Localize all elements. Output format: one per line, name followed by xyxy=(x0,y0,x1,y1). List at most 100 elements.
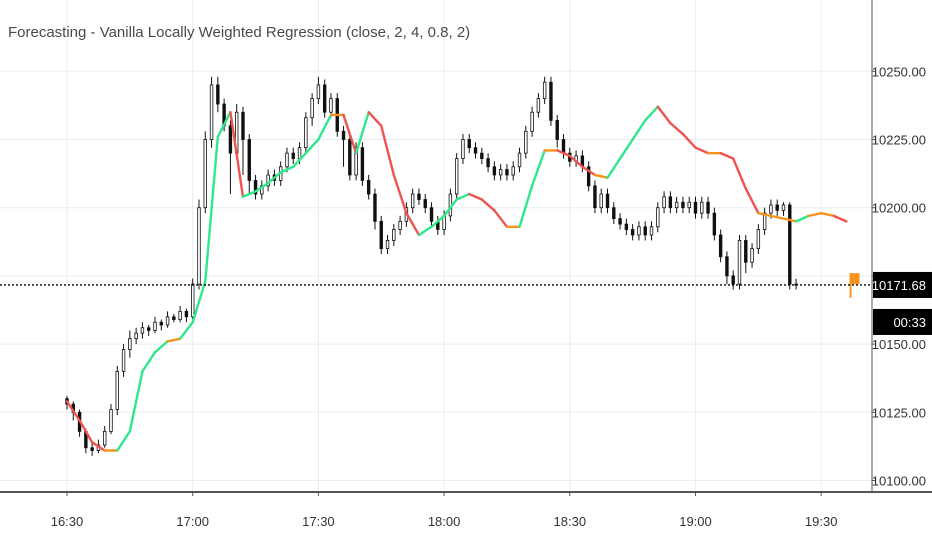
candle-body xyxy=(549,81,553,121)
candle-body xyxy=(203,139,207,209)
candle-body xyxy=(165,316,170,326)
time-tick-label: 16:30 xyxy=(51,514,84,529)
regression-segment xyxy=(455,192,471,201)
regression-segment xyxy=(405,211,421,237)
candles xyxy=(65,76,798,456)
candle-body xyxy=(630,229,635,236)
candle-body xyxy=(341,130,346,140)
regression-segment xyxy=(769,214,785,220)
grid xyxy=(0,0,872,492)
candle-body xyxy=(291,152,295,159)
candle-body xyxy=(555,120,559,140)
candle-body xyxy=(429,207,434,222)
candle-body xyxy=(605,193,610,209)
regression-segment xyxy=(568,154,584,168)
regression-segment xyxy=(392,173,408,215)
candle-body xyxy=(410,193,415,209)
price-tick-label: 10225.00 xyxy=(872,133,926,148)
candle-body xyxy=(297,147,302,159)
candle-body xyxy=(140,327,145,334)
candle-body xyxy=(348,139,352,176)
candle-body xyxy=(762,212,767,230)
regression-line xyxy=(65,105,860,452)
candle-body xyxy=(316,84,321,99)
regression-segment xyxy=(681,132,697,149)
candle-body xyxy=(216,84,220,105)
candle-body xyxy=(209,84,214,140)
candle-body xyxy=(586,166,591,187)
candle-body xyxy=(750,248,754,263)
time-tick-label: 18:30 xyxy=(554,514,587,529)
candle-body xyxy=(775,204,779,211)
candle-body xyxy=(304,117,308,149)
regression-segment xyxy=(65,400,81,422)
regression-segment xyxy=(644,105,659,122)
regression-segment xyxy=(380,124,396,177)
regression-segment xyxy=(178,321,194,340)
candle-body xyxy=(593,185,597,209)
candle-body xyxy=(731,275,735,285)
regression-segment xyxy=(782,217,798,223)
regression-segment xyxy=(128,370,144,433)
candle-body xyxy=(637,226,641,236)
candle-body xyxy=(668,196,673,209)
regression-segment xyxy=(618,138,634,160)
candle-body xyxy=(103,430,107,446)
candle-body xyxy=(366,180,371,195)
candle-body xyxy=(184,310,189,318)
candle-body xyxy=(687,201,691,209)
candle-body xyxy=(530,111,534,132)
regression-segment xyxy=(493,209,509,228)
candle-body xyxy=(662,196,666,209)
candle-body xyxy=(241,111,245,140)
regression-segment xyxy=(78,419,94,444)
regression-segment xyxy=(191,280,207,324)
regression-segment xyxy=(694,146,710,155)
regression-segment xyxy=(442,198,458,218)
candle-body xyxy=(536,98,541,113)
candle-body xyxy=(486,158,490,168)
time-tick-label: 19:00 xyxy=(679,514,712,529)
regression-segment xyxy=(266,171,282,185)
regression-segment xyxy=(153,340,169,354)
candle-body xyxy=(373,193,377,222)
candle-body xyxy=(706,201,710,214)
candle-body xyxy=(643,226,647,236)
candle-body xyxy=(121,349,126,372)
regression-segment xyxy=(480,198,496,212)
regression-segment xyxy=(656,105,672,125)
regression-segment xyxy=(216,111,232,138)
candle-body xyxy=(461,139,465,159)
indicator-title[interactable]: Forecasting - Vanilla Locally Weighted R… xyxy=(8,24,471,41)
regression-segment xyxy=(90,441,106,452)
candle-body xyxy=(492,166,497,176)
price-axis[interactable]: 10100.0010125.0010150.0010175.0010200.00… xyxy=(871,0,926,492)
candle-body xyxy=(524,130,528,154)
candle-body xyxy=(197,207,201,285)
regression-segment xyxy=(342,113,358,155)
forecast-flag xyxy=(850,273,860,285)
current-price-tag xyxy=(873,271,932,298)
candle-body xyxy=(725,256,729,277)
regression-segment xyxy=(430,214,446,228)
regression-segment xyxy=(354,111,370,155)
regression-segment xyxy=(292,151,308,168)
candle-body xyxy=(398,220,402,230)
time-tick-label: 17:00 xyxy=(176,514,209,529)
regression-segment xyxy=(744,187,760,215)
regression-segment xyxy=(757,211,773,218)
countdown-tag-label: 00:33 xyxy=(893,315,926,330)
time-axis[interactable]: 16:30 17:00 17:30 18:00 18:30 19:00 19:30 xyxy=(0,491,932,529)
time-tick-label: 17:30 xyxy=(302,514,335,529)
regression-segment xyxy=(832,214,848,223)
regression-segment xyxy=(794,214,810,223)
candle-body xyxy=(618,218,622,225)
candle-body xyxy=(649,226,654,236)
regression-segment xyxy=(254,181,270,193)
candle-body xyxy=(769,204,773,214)
candle-body xyxy=(674,201,679,209)
candle-body xyxy=(329,98,333,113)
candle-body xyxy=(147,327,151,331)
